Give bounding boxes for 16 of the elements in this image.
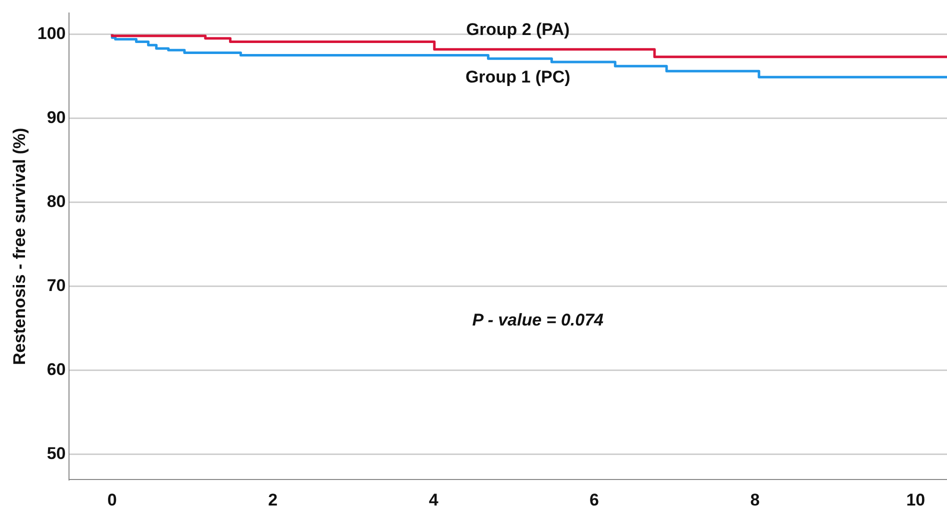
y-tick-label: 50 (46, 444, 66, 464)
x-tick-label: 6 (590, 490, 599, 510)
y-tick-label: 70 (46, 276, 66, 296)
x-tick-label: 2 (268, 490, 278, 510)
y-axis-title: Restenosis - free survival (%) (10, 128, 29, 365)
y-tick-label: 60 (46, 360, 66, 380)
x-tick-label: 10 (906, 490, 926, 510)
x-tick-label: 4 (428, 490, 439, 510)
series-label: Group 2 (PA) (466, 20, 570, 39)
y-tick-label: 80 (46, 192, 66, 211)
series-label: Group 1 (PC) (465, 67, 570, 86)
y-tick-label: 90 (46, 108, 66, 127)
x-tick-label: 0 (107, 490, 117, 510)
annotation: P - value = 0.074 (472, 310, 604, 330)
y-tick-label: 100 (37, 24, 66, 43)
x-tick-label: 8 (750, 490, 760, 510)
